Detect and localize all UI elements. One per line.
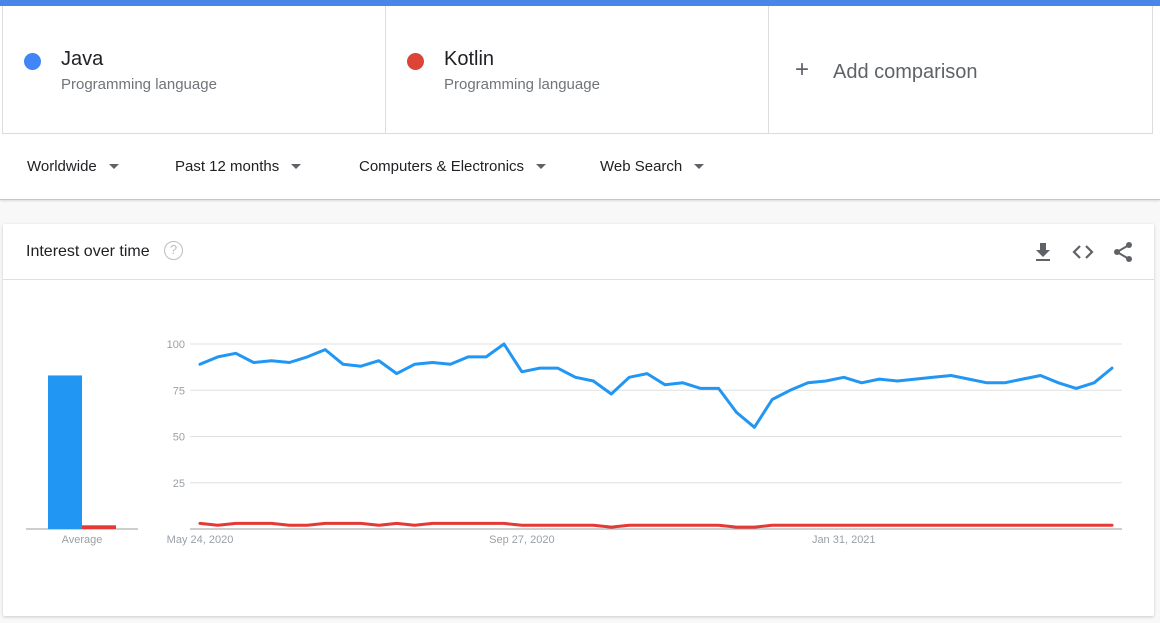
y-tick-label: 25 [173, 478, 185, 490]
series-line-java [198, 342, 1114, 429]
help-circle-icon[interactable]: ? [164, 241, 183, 260]
filter-label: Past 12 months [175, 158, 280, 175]
filter-bar: Worldwide Past 12 months Computers & Ele… [0, 135, 1160, 200]
interest-chart: 25 50 75 100 May 24, 2020 Sep 27, 2020 Jan 31,… [26, 339, 1122, 546]
term-name: Kotlin [444, 48, 495, 70]
average-label: Average [62, 534, 103, 546]
term-card-java[interactable]: Java Programming language [2, 6, 386, 134]
term-type: Programming language [61, 76, 217, 93]
add-comparison-card[interactable]: + Add comparison [768, 6, 1153, 134]
term-card-kotlin[interactable]: Kotlin Programming language [385, 6, 769, 134]
panel-title: Interest over time [26, 243, 150, 260]
interest-over-time-panel: Interest over time ? 25 50 75 100 May 24, 20… [3, 224, 1154, 616]
plus-icon: + [795, 56, 810, 83]
comparison-cards: Java Programming language Kotlin Program… [0, 6, 1160, 135]
java-color-dot [24, 53, 41, 70]
dropdown-arrow-icon [536, 164, 547, 169]
filter-label: Worldwide [27, 158, 97, 175]
filter-label: Computers & Electronics [359, 158, 525, 175]
term-name: Java [61, 48, 104, 70]
download-icon[interactable] [1031, 240, 1055, 264]
y-tick-label: 100 [167, 339, 185, 351]
dropdown-arrow-icon [694, 164, 705, 169]
top-accent-bar [0, 0, 1160, 6]
panel-divider [3, 279, 1154, 280]
y-tick-label: 75 [173, 385, 185, 397]
filter-label: Web Search [600, 158, 683, 175]
add-comparison-label: Add comparison [833, 61, 978, 83]
x-tick-label: May 24, 2020 [167, 534, 234, 546]
kotlin-color-dot [407, 53, 424, 70]
region-filter[interactable]: Worldwide [27, 158, 119, 175]
share-icon[interactable] [1111, 240, 1135, 264]
x-tick-label: Sep 27, 2020 [489, 534, 554, 546]
search-type-filter[interactable]: Web Search [600, 158, 705, 175]
dropdown-arrow-icon [108, 164, 119, 169]
average-bar-java [48, 375, 82, 529]
embed-code-icon[interactable] [1071, 240, 1095, 264]
series-line-kotlin [198, 521, 1114, 529]
y-tick-label: 50 [173, 432, 185, 444]
average-bar-kotlin [82, 525, 116, 529]
category-filter[interactable]: Computers & Electronics [359, 158, 547, 175]
x-tick-label: Jan 31, 2021 [812, 534, 876, 546]
dropdown-arrow-icon [291, 164, 302, 169]
time-range-filter[interactable]: Past 12 months [175, 158, 302, 175]
term-type: Programming language [444, 76, 600, 93]
